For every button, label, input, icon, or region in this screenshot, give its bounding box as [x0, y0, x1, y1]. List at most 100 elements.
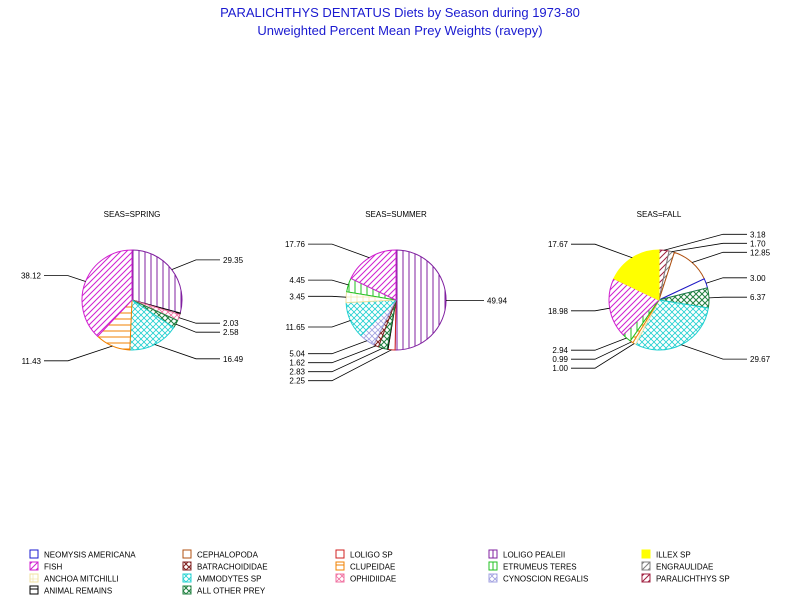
legend-item-ophidiidae: OPHIDIIDAE [335, 573, 396, 584]
pie-title: SEAS=SPRING [104, 210, 161, 219]
leader-line [44, 275, 86, 282]
pie-slice-fish [608, 277, 660, 336]
legend-item-fish: FISH [29, 561, 62, 572]
legend-label: ENGRAULIDAE [656, 563, 713, 572]
legend-item-ammodytes-sp: AMMODYTES SP [182, 573, 261, 584]
legend-item-all-other-prey: ALL OTHER PREY [182, 585, 266, 596]
legend-label: OPHIDIIDAE [350, 575, 396, 584]
leader-line [681, 344, 747, 360]
pie-seas-summer: SEAS=SUMMER 17.76 4.45 3.45 11.65 5.041.622.8… [285, 210, 508, 386]
pies-layer: SEAS=SPRING38.1211.4329.352.032.5816.49S… [21, 210, 771, 386]
chart-subtitle: Unweighted Percent Mean Prey Weights (ra… [257, 23, 542, 38]
slice-value-label: 38.12 [21, 272, 42, 281]
slice-value-label: 1.70 [750, 239, 766, 248]
legend-label: NEOMYSIS AMERICANA [44, 551, 136, 560]
leader-line [571, 307, 610, 312]
pie-slice-ammodytes-sp [635, 299, 709, 351]
legend-swatch [488, 561, 498, 571]
slice-value-label: 0.99 [552, 355, 568, 364]
leader-line [154, 344, 220, 360]
legend-swatch [182, 561, 192, 571]
leader-line [308, 347, 383, 373]
legend-item-loligo-sp: LOLIGO SP [335, 549, 393, 560]
legend-item-etrumeus-teres: ETRUMEUS TERES [488, 561, 577, 572]
slice-value-label: 3.45 [289, 292, 305, 301]
leader-line [571, 341, 632, 360]
legend-swatch [29, 549, 39, 559]
legend-label: ANCHOA MITCHILLI [44, 575, 119, 584]
slice-value-label: 6.37 [750, 293, 766, 302]
legend-swatch [488, 573, 498, 583]
leader-line [308, 345, 377, 364]
legend-item-illex-sp: ILLEX SP [641, 549, 691, 560]
pie-seas-fall: SEAS=FALL 17.67 18.98 2.940.991.00 3.181.701… [548, 210, 771, 373]
slice-value-label: 3.18 [750, 230, 766, 239]
legend-label: LOLIGO SP [350, 551, 393, 560]
legend-label: ETRUMEUS TERES [503, 563, 577, 572]
legend-swatch [29, 561, 39, 571]
legend-item-cephalopoda: CEPHALOPODA [182, 549, 259, 560]
leader-line [308, 295, 347, 298]
slice-value-label: 11.43 [22, 357, 42, 366]
legend-swatch [335, 549, 345, 559]
leader-line [571, 337, 627, 351]
pie-slice-ammodytes-sp [129, 299, 175, 351]
slice-value-label: 17.67 [548, 240, 569, 249]
slice-value-label: 49.94 [487, 297, 508, 306]
legend-item-cynoscion-regalis: CYNOSCION REGALIS [488, 573, 588, 584]
legend-swatch [29, 585, 39, 595]
legend-label: FISH [44, 563, 62, 572]
legend-item-engraulidae: ENGRAULIDAE [641, 561, 713, 572]
leader-line [308, 243, 370, 259]
legend-item-clupeidae: CLUPEIDAE [335, 561, 395, 572]
legend-swatch [641, 561, 651, 571]
legend-item-animal-remains: ANIMAL REMAINS [29, 585, 112, 596]
legend-swatch [29, 573, 39, 583]
legend-swatch [182, 573, 192, 583]
slice-value-label: 2.25 [289, 377, 305, 386]
slice-value-label: 17.76 [285, 240, 306, 249]
leader-line [175, 323, 220, 333]
legend-swatch [182, 549, 192, 559]
slice-value-label: 29.67 [750, 355, 771, 364]
slice-value-label: 2.83 [289, 368, 305, 377]
legend-item-loligo-pealeii: LOLIGO PEALEII [488, 549, 565, 560]
legend-label: CYNOSCION REGALIS [503, 575, 588, 584]
slice-value-label: 1.00 [552, 364, 568, 373]
legend-label: LOLIGO PEALEII [503, 551, 565, 560]
pie-slice-fish [81, 249, 133, 338]
legend-swatch [641, 549, 651, 559]
slice-value-label: 2.94 [552, 346, 568, 355]
legend-item-batrachoididae: BATRACHOIDIDAE [182, 561, 268, 572]
leader-line [308, 340, 368, 355]
pie-seas-spring: SEAS=SPRING 38.12 11.43 29.35 2.032.58 16.49 [21, 210, 244, 366]
legend-label: CLUPEIDAE [350, 563, 395, 572]
legend-label: CEPHALOPODA [197, 551, 259, 560]
legend-item-neomysis-americana: NEOMYSIS AMERICANA [29, 549, 136, 560]
legend-swatch [488, 549, 498, 559]
leader-line [708, 296, 747, 299]
legend-swatch [335, 561, 345, 571]
leader-line [178, 317, 220, 324]
legend-swatch [335, 573, 345, 583]
legend-label: PARALICHTHYS SP [656, 575, 730, 584]
slice-value-label: 1.62 [289, 359, 305, 368]
leader-line [308, 279, 349, 286]
pie-title: SEAS=SUMMER [365, 210, 427, 219]
legend-label: AMMODYTES SP [197, 575, 261, 584]
slice-value-label: 4.45 [289, 276, 305, 285]
leader-line [571, 343, 635, 369]
slice-value-label: 5.04 [289, 350, 305, 359]
legend-label: ALL OTHER PREY [197, 587, 266, 596]
slice-value-label: 12.85 [750, 248, 771, 257]
legend: NEOMYSIS AMERICANA CEPHALOPODA LOLIGO SP LO… [29, 549, 730, 596]
slice-value-label: 16.49 [223, 355, 244, 364]
leader-line [308, 349, 392, 382]
leader-line [308, 320, 351, 328]
chart-title: PARALICHTHYS DENTATUS Diets by Season du… [220, 5, 580, 20]
leader-line [663, 233, 747, 251]
slice-value-label: 3.00 [750, 274, 766, 283]
leader-line [705, 277, 747, 284]
legend-label: ILLEX SP [656, 551, 691, 560]
pie-slice-loligo-pealeii [394, 249, 447, 351]
